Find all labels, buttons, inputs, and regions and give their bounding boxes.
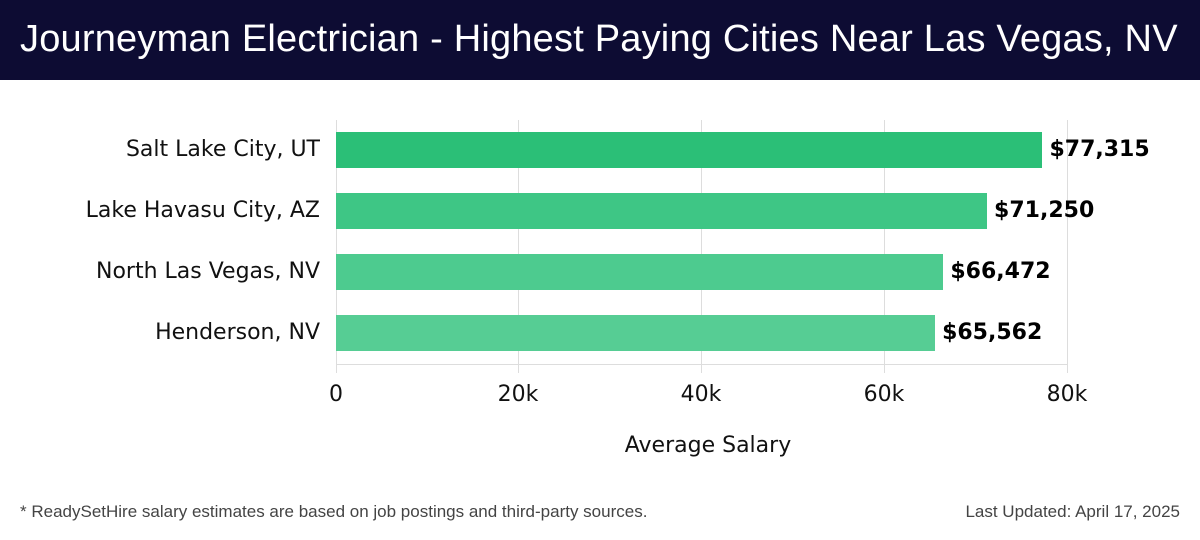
bar (336, 193, 988, 229)
x-axis-title: Average Salary (624, 433, 792, 458)
value-label: $65,562 (942, 320, 1043, 345)
bar (336, 315, 936, 351)
bar (336, 132, 1043, 168)
value-label: $77,315 (1049, 137, 1150, 162)
value-label: $71,250 (994, 198, 1095, 223)
category-label: Salt Lake City, UT (125, 137, 320, 162)
source-footnote: * ReadySetHire salary estimates are base… (20, 502, 648, 521)
gridline-60k (884, 120, 885, 373)
x-tick-label: 20k (497, 382, 539, 407)
last-updated: Last Updated: April 17, 2025 (965, 502, 1180, 521)
category-label: North Las Vegas, NV (96, 259, 320, 284)
bar (336, 254, 944, 290)
x-tick-label: 60k (863, 382, 905, 407)
gridline-20k (518, 120, 519, 373)
gridline-80k (1067, 120, 1068, 373)
gridline-40k (701, 120, 702, 373)
gridline-0 (336, 120, 337, 373)
value-label: $66,472 (950, 259, 1051, 284)
title-banner: Journeyman Electrician - Highest Paying … (0, 0, 1200, 80)
chart-title: Journeyman Electrician - Highest Paying … (20, 18, 1178, 60)
x-tick-label: 40k (680, 382, 722, 407)
category-label: Lake Havasu City, AZ (85, 198, 320, 223)
category-label: Henderson, NV (155, 320, 320, 345)
x-tick-label: 0 (329, 382, 343, 407)
x-tick-label: 80k (1046, 382, 1088, 407)
x-axis-line (336, 364, 1068, 365)
